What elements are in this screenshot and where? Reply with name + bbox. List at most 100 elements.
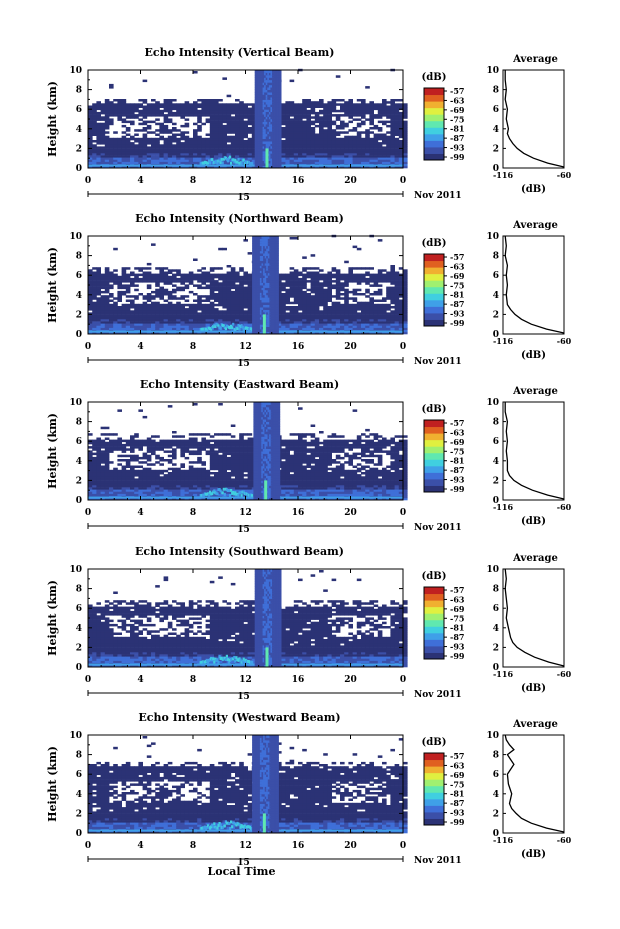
echo-cell	[377, 303, 383, 307]
echo-cell	[331, 142, 337, 145]
echo-cell	[239, 295, 244, 298]
echo-cell	[180, 327, 185, 330]
echo-cell	[386, 312, 391, 315]
echo-cell	[151, 161, 156, 164]
echo-cell	[310, 284, 316, 287]
echo-cell	[230, 267, 236, 270]
echo-cell	[176, 323, 181, 326]
echo-cell	[222, 275, 227, 279]
echo-cell	[398, 118, 404, 121]
echo-cell	[201, 146, 206, 149]
echo-cell	[281, 327, 286, 330]
echo-cell	[188, 308, 194, 311]
echo-cell	[134, 310, 139, 313]
echo-cell	[356, 140, 362, 143]
echo-cell	[251, 165, 257, 169]
echo-cell	[365, 316, 370, 320]
echo-cell	[214, 280, 219, 283]
echo-cell	[327, 297, 332, 300]
echo-cell	[281, 122, 286, 126]
echo-cell	[218, 321, 223, 324]
echo-cell	[302, 297, 307, 300]
echo-cell	[151, 103, 156, 106]
echo-cell	[373, 135, 379, 139]
echo-cell	[390, 116, 395, 119]
storm-cell	[278, 106, 282, 110]
echo-cell	[235, 99, 240, 102]
echo-cell	[109, 295, 114, 298]
echo-cell	[226, 94, 232, 98]
echo-cell	[180, 331, 185, 335]
echo-cell	[226, 314, 232, 318]
echo-cell	[197, 314, 202, 318]
echo-cell	[172, 107, 177, 111]
echo-cell	[302, 301, 307, 305]
echo-cell	[159, 280, 164, 283]
echo-cell	[226, 122, 232, 126]
echo-cell	[302, 267, 307, 270]
echo-cell	[134, 159, 139, 162]
echo-cell	[331, 144, 337, 147]
echo-cell	[214, 331, 219, 335]
storm-cell	[278, 141, 282, 144]
echo-cell	[125, 129, 131, 132]
echo-cell	[394, 273, 400, 277]
echo-cell	[209, 277, 215, 281]
echo-cell	[298, 122, 303, 126]
echo-cell	[88, 271, 93, 274]
echo-cell	[201, 155, 206, 158]
echo-cell	[88, 127, 93, 130]
echo-cell	[235, 140, 240, 143]
echo-cell	[390, 107, 395, 111]
echo-cell	[302, 310, 307, 313]
echo-cell	[167, 310, 173, 313]
echo-cell	[331, 308, 337, 311]
echo-cell	[310, 150, 316, 154]
echo-cell	[394, 133, 400, 136]
echo-cell	[159, 323, 164, 326]
echo-cell	[293, 129, 299, 132]
echo-cell	[285, 318, 290, 322]
echo-cell	[243, 142, 248, 145]
echo-cell	[193, 310, 198, 313]
echo-cell	[155, 314, 160, 318]
echo-cell	[344, 275, 349, 279]
echo-cell	[138, 103, 143, 106]
echo-cell	[142, 303, 148, 307]
echo-cell	[398, 310, 404, 313]
echo-cell	[390, 295, 395, 298]
echo-cell	[117, 159, 122, 162]
echo-cell	[155, 303, 160, 307]
echo-cell	[222, 77, 227, 80]
echo-cell	[117, 316, 122, 320]
echo-cell	[235, 273, 240, 277]
echo-cell	[104, 308, 110, 311]
echo-cell	[247, 325, 253, 328]
echo-cell	[104, 323, 110, 326]
echo-cell	[293, 148, 299, 152]
echo-cell	[214, 122, 219, 126]
echo-cell	[109, 155, 114, 158]
storm-cell	[278, 114, 282, 117]
echo-cell	[142, 101, 148, 104]
echo-cell	[386, 331, 391, 335]
echo-cell	[323, 146, 328, 149]
echo-cell	[390, 301, 395, 305]
echo-cell	[306, 133, 311, 136]
echo-cell	[365, 331, 370, 335]
echo-cell	[96, 127, 101, 130]
echo-cell	[188, 161, 194, 164]
echo-cell	[142, 155, 148, 158]
storm-cell	[278, 148, 282, 152]
echo-cell	[306, 308, 311, 311]
echo-cell	[243, 303, 248, 307]
echo-cell	[327, 101, 332, 104]
echo-cell	[96, 271, 101, 274]
echo-cell	[209, 288, 215, 292]
echo-cell	[394, 280, 400, 283]
echo-cell	[361, 327, 366, 330]
echo-cell	[382, 316, 387, 320]
echo-cell	[373, 159, 379, 162]
echo-cell	[100, 124, 106, 128]
echo-cell	[92, 124, 97, 128]
